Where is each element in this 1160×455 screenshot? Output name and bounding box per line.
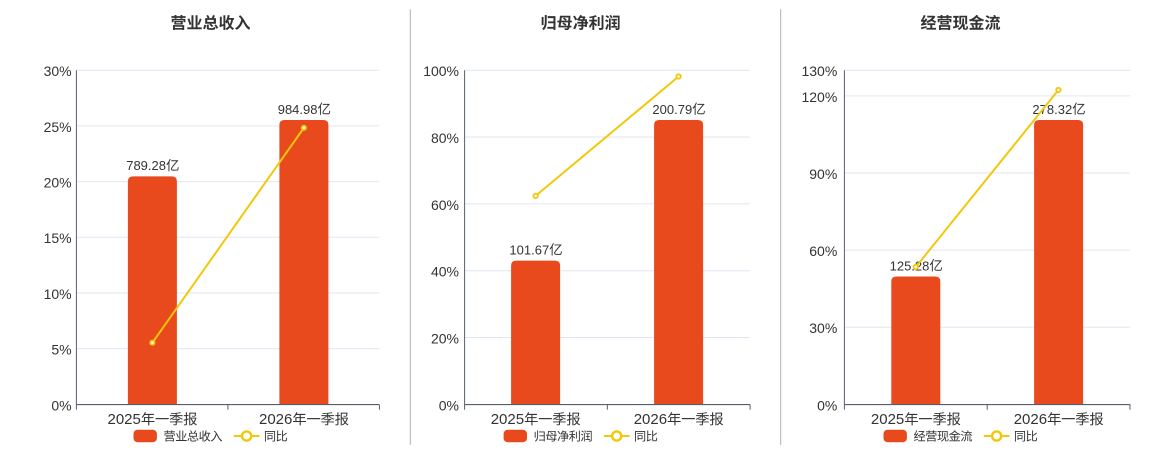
svg-text:20%: 20% <box>431 330 459 346</box>
svg-text:2025: 2025 <box>491 411 524 428</box>
svg-text:15%: 15% <box>44 230 72 246</box>
svg-text:2025: 2025 <box>108 411 141 428</box>
svg-text:120%: 120% <box>801 89 837 105</box>
svg-text:789.28: 789.28 <box>126 158 166 173</box>
svg-text:80%: 80% <box>431 130 459 146</box>
svg-text:90%: 90% <box>809 166 837 182</box>
svg-text:125.28: 125.28 <box>890 258 930 273</box>
svg-text:200.79: 200.79 <box>652 102 692 117</box>
svg-text:101.67: 101.67 <box>509 242 549 257</box>
svg-text:2026: 2026 <box>1014 411 1047 428</box>
svg-text:100%: 100% <box>423 63 459 79</box>
svg-text:60%: 60% <box>431 197 459 213</box>
svg-text:30%: 30% <box>44 63 72 79</box>
svg-text:0%: 0% <box>817 397 837 413</box>
svg-text:60%: 60% <box>809 243 837 259</box>
svg-text:2025: 2025 <box>871 411 904 428</box>
svg-text:30%: 30% <box>809 320 837 336</box>
svg-text:10%: 10% <box>44 286 72 302</box>
svg-text:0%: 0% <box>51 397 71 413</box>
svg-text:130%: 130% <box>801 63 837 79</box>
svg-text:278.32: 278.32 <box>1032 102 1072 117</box>
svg-text:984.98: 984.98 <box>278 102 318 117</box>
svg-text:40%: 40% <box>431 264 459 280</box>
svg-text:0%: 0% <box>439 397 459 413</box>
svg-text:20%: 20% <box>44 175 72 191</box>
svg-text:2026: 2026 <box>259 411 292 428</box>
svg-text:25%: 25% <box>44 119 72 135</box>
svg-text:2026: 2026 <box>634 411 667 428</box>
svg-text:5%: 5% <box>51 342 71 358</box>
